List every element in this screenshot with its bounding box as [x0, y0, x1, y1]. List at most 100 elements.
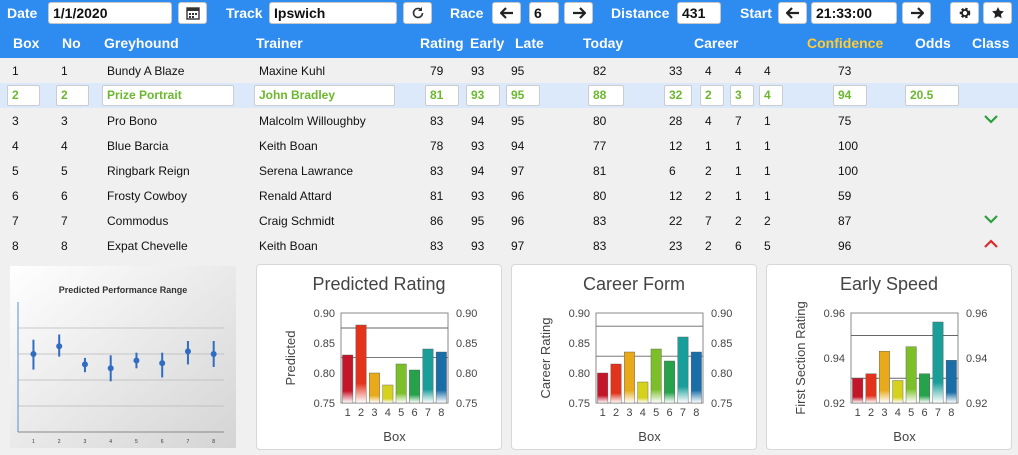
refresh-icon	[412, 7, 423, 19]
header-early[interactable]: Early	[470, 35, 505, 51]
cell-c3: 7	[735, 114, 742, 128]
header-career[interactable]: Career	[694, 35, 739, 51]
cell-greyhound[interactable]: Prize Portrait	[102, 85, 234, 106]
y-tick-label-right: 0.80	[711, 368, 732, 380]
header-late[interactable]: Late	[515, 35, 544, 51]
cell-c2[interactable]: 2	[700, 85, 724, 106]
header-class[interactable]: Class	[972, 35, 1010, 51]
date-field[interactable]: 1/1/2020	[48, 2, 172, 24]
cell-no: 8	[61, 239, 68, 253]
table-row[interactable]: 8 8 Expat Chevelle Keith Boan 83 93 97 83 23 2 6 5 9…	[0, 233, 1018, 258]
y-tick-label-right: 0.94	[966, 353, 987, 365]
start-prev-button[interactable]	[778, 2, 807, 24]
y-tick-label-left: 0.90	[569, 308, 590, 320]
y-tick-label-left: 0.80	[314, 368, 335, 380]
cell-early: 93	[471, 239, 485, 253]
bar-box-7	[677, 336, 689, 404]
cell-c1: 28	[669, 114, 683, 128]
bar-chart-plot: 1 2 3 4 5 6 7 8 0.92 0.92 0.94 0.94 0.96 0.96 Box First…	[793, 301, 987, 444]
start-next-button[interactable]	[902, 2, 931, 24]
refresh-button[interactable]	[403, 2, 432, 24]
table-row[interactable]: 3 3 Pro Bono Malcolm Willoughby 83 94 95 80 28 4 7…	[0, 108, 1018, 133]
cell-trainer: Craig Schmidt	[259, 214, 335, 228]
cell-box: 5	[12, 164, 19, 178]
cell-c1: 22	[669, 214, 683, 228]
cell-today: 80	[593, 189, 607, 203]
table-row[interactable]: 2 2 Prize Portrait John Bradley 81 93 95 88 32 2 3…	[0, 83, 1018, 108]
cell-odds[interactable]: 20.5	[905, 85, 959, 106]
y-tick-label-left: 0.96	[824, 308, 845, 320]
chevron-down-icon	[984, 115, 998, 124]
header-greyhound[interactable]: Greyhound	[104, 35, 179, 51]
table-row[interactable]: 5 5 Ringbark Reign Serena Lawrance 83 94 97 81 6…	[0, 158, 1018, 183]
distance-field[interactable]: 431	[677, 2, 721, 24]
header-odds[interactable]: Odds	[915, 35, 951, 51]
track-field[interactable]: Ipswich	[269, 2, 397, 24]
cell-box: 3	[12, 114, 19, 128]
cell-c1: 23	[669, 239, 683, 253]
cell-late: 97	[511, 164, 525, 178]
bar-box-5	[905, 346, 917, 404]
charts-panel: Predicted Performance Range 1 2 3 4 5 6 7 8 Pred…	[0, 258, 1018, 455]
cell-trainer[interactable]: John Bradley	[254, 85, 395, 106]
bar-box-2	[355, 324, 367, 404]
header-today[interactable]: Today	[583, 35, 624, 51]
cell-c1[interactable]: 32	[664, 85, 692, 106]
header-trainer[interactable]: Trainer	[256, 35, 303, 51]
cell-no[interactable]: 2	[56, 85, 89, 106]
chart-title: Predicted Rating	[312, 274, 446, 294]
cell-early: 94	[471, 164, 485, 178]
header-box[interactable]: Box	[13, 35, 40, 51]
y-axis-label: Career Rating	[538, 318, 553, 399]
cell-c4: 1	[764, 189, 771, 203]
race-prev-button[interactable]	[492, 2, 521, 24]
cell-rating: 78	[430, 139, 444, 153]
x-tick-label: 3	[881, 407, 887, 419]
star-icon	[991, 7, 1004, 19]
x-tick-label: 2	[358, 407, 364, 419]
table-row[interactable]: 7 7 Commodus Craig Schmidt 86 95 96 83 22 7 2 2 87	[0, 208, 1018, 233]
cell-early[interactable]: 93	[466, 85, 500, 106]
calendar-button[interactable]	[178, 2, 207, 24]
cell-today: 77	[593, 139, 607, 153]
cell-today[interactable]: 88	[588, 85, 624, 106]
bar-box-3	[369, 372, 380, 404]
start-time-field[interactable]: 21:33:00	[811, 2, 897, 24]
cell-no: 5	[61, 164, 68, 178]
tick-label: 5	[135, 439, 138, 445]
cell-rating[interactable]: 81	[425, 85, 459, 106]
header-rating[interactable]: Rating	[420, 35, 464, 51]
cell-rating: 79	[430, 64, 444, 78]
cell-box: 6	[12, 189, 19, 203]
cell-late[interactable]: 95	[506, 85, 540, 106]
range-chart-plot: Predicted Performance Range 1 2 3 4 5 6 7 8	[10, 266, 236, 448]
cell-rating: 81	[430, 189, 444, 203]
cell-box[interactable]: 2	[7, 85, 40, 106]
cell-c4[interactable]: 4	[759, 85, 783, 106]
table-row[interactable]: 6 6 Frosty Cowboy Renald Attard 81 93 96 80 12 2 1…	[0, 183, 1018, 208]
favorite-button[interactable]	[983, 2, 1012, 24]
tick-label: 3	[84, 439, 87, 445]
table-row[interactable]: 4 4 Blue Barcia Keith Boan 78 93 94 77 12 1 1 1 100	[0, 133, 1018, 158]
cell-late: 95	[511, 64, 525, 78]
cell-trainer: Serena Lawrance	[259, 164, 354, 178]
x-tick-label: 7	[935, 407, 941, 419]
table-row[interactable]: 1 1 Bundy A Blaze Maxine Kuhl 79 93 95 82 33 4 4 4 7…	[0, 58, 1018, 83]
cell-c2: 4	[705, 64, 712, 78]
y-tick-label-right: 0.92	[966, 398, 987, 410]
career-form-card: Career Form 1 2 3 4 5 6 7 8 0.75 0.75 0.80 0.80 0.85…	[511, 264, 757, 450]
cell-confidence[interactable]: 94	[833, 85, 867, 106]
calendar-icon	[185, 7, 200, 20]
race-field[interactable]: 6	[529, 2, 559, 24]
settings-button[interactable]	[950, 2, 979, 24]
plot-frame	[595, 312, 704, 404]
race-next-button[interactable]	[564, 2, 593, 24]
y-tick-label-right: 0.85	[711, 338, 732, 350]
y-tick-label-left: 0.85	[569, 338, 590, 350]
y-axis-label: First Section Rating	[793, 301, 808, 414]
header-confidence[interactable]: Confidence	[807, 35, 884, 51]
y-tick-label-right: 0.85	[456, 338, 477, 350]
cell-greyhound: Ringbark Reign	[107, 164, 190, 178]
header-no[interactable]: No	[62, 35, 81, 51]
cell-c3[interactable]: 3	[730, 85, 754, 106]
